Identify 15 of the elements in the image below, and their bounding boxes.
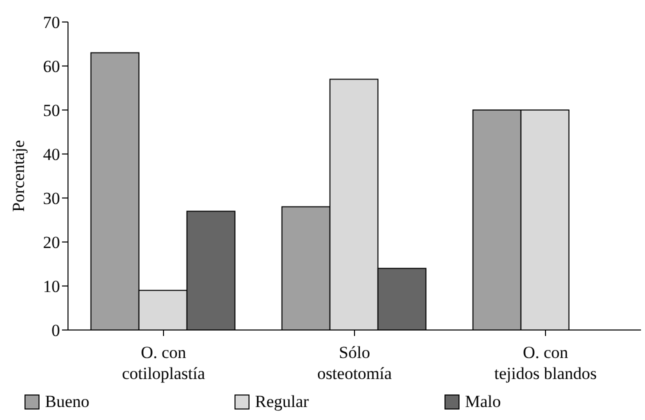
- x-tick-label: O. con cotiloplastía: [122, 343, 206, 383]
- y-tick-label: 60: [43, 57, 60, 76]
- y-tick-label: 50: [43, 101, 60, 120]
- legend-label: Bueno: [45, 392, 90, 412]
- legend-label: Malo: [465, 392, 501, 412]
- y-tick-label: 70: [43, 13, 60, 32]
- x-tick-label: Sólo osteotomía: [317, 343, 392, 383]
- legend-label: Regular: [255, 392, 309, 412]
- y-tick-label: 40: [43, 145, 60, 164]
- y-tick-label: 10: [43, 277, 60, 296]
- y-tick-label: 30: [43, 189, 60, 208]
- y-tick-label: 0: [52, 321, 60, 340]
- y-axis-title: Porcentaje: [9, 140, 28, 212]
- x-tick-label: O. con tejidos blandos: [494, 343, 597, 383]
- y-tick-label: 20: [43, 233, 60, 252]
